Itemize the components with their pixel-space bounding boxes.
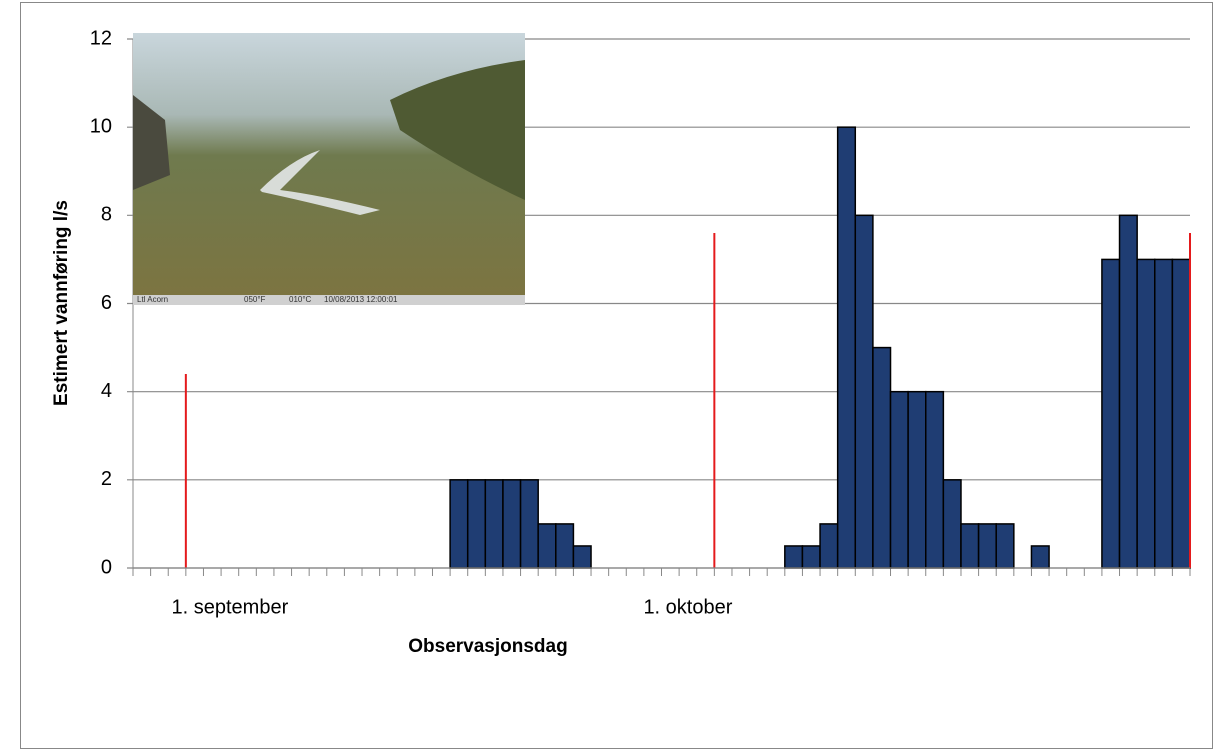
bar (784, 545, 804, 569)
bar (889, 390, 909, 569)
bar (854, 214, 874, 569)
bar (484, 479, 504, 569)
x-tick-label: 1. september (172, 596, 289, 618)
photo-caption: 010°C (289, 295, 312, 304)
bar (836, 126, 857, 569)
photo-caption: 10/08/2013 12:00:01 (324, 295, 398, 304)
bar (537, 523, 557, 569)
y-tick-label: 6 (101, 292, 112, 314)
y-tick-label: 2 (101, 468, 112, 490)
y-tick-label: 4 (101, 380, 112, 402)
bar (819, 523, 839, 569)
bar (1154, 258, 1174, 569)
bar (466, 479, 487, 569)
x-tick-label: 1. oktober (643, 596, 732, 618)
bar (907, 390, 927, 569)
stream (260, 150, 380, 215)
y-tick-label: 0 (101, 556, 112, 578)
hill (390, 60, 525, 200)
y-axis-label: Estimert vannføring l/s (51, 200, 72, 406)
bar (519, 479, 539, 569)
caption-bar (133, 295, 525, 305)
photo-caption: 050°F (244, 295, 266, 304)
bar (449, 479, 469, 569)
bar (1030, 545, 1050, 569)
bar (872, 346, 892, 569)
y-tick-label: 8 (101, 204, 112, 226)
x-axis-label: Observasjonsdag (408, 636, 567, 657)
bar (1118, 214, 1138, 569)
y-tick-label: 12 (90, 27, 112, 49)
rock (133, 95, 170, 190)
bar (1136, 258, 1156, 569)
photo-caption: Ltl Acorn (137, 295, 168, 304)
bar (1171, 258, 1191, 569)
bar (572, 545, 592, 569)
bar (977, 523, 997, 569)
inset-photo (133, 33, 525, 305)
bar (801, 545, 821, 569)
bar (960, 523, 980, 569)
bar (942, 479, 962, 569)
bar (995, 523, 1015, 569)
bar (555, 523, 575, 569)
bar (925, 390, 945, 569)
bar (502, 479, 522, 569)
bar (1101, 258, 1121, 569)
y-tick-label: 10 (90, 115, 112, 137)
